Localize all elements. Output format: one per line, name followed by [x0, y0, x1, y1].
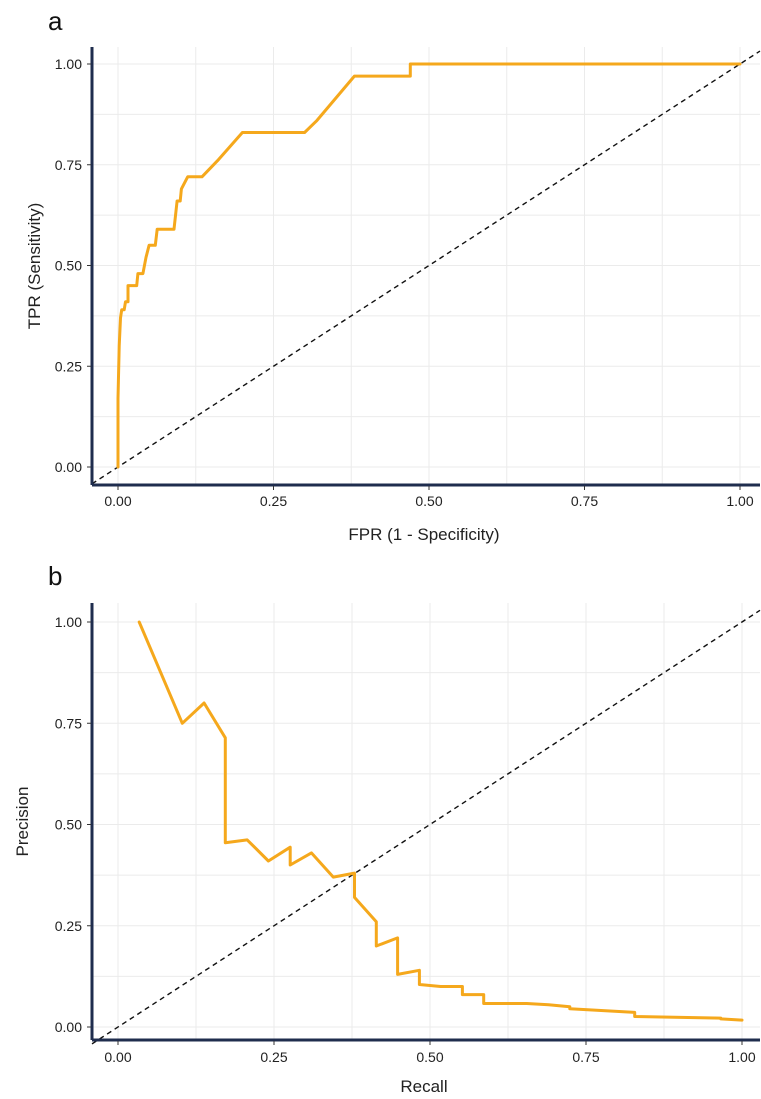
y-axis-title: Precision [13, 787, 32, 857]
x-tick-label: 0.25 [260, 1049, 287, 1065]
x-tick-label: 0.00 [104, 493, 131, 509]
y-axis-title: TPR (Sensitivity) [25, 203, 44, 330]
x-tick-label: 1.00 [728, 1049, 755, 1065]
reference-diagonal-line [91, 609, 761, 1045]
panel-label: b [48, 561, 62, 591]
y-tick-label: 0.75 [55, 157, 82, 173]
grid [92, 603, 760, 1040]
x-tick-label: 0.00 [104, 1049, 131, 1065]
x-axis-title: FPR (1 - Specificity) [348, 525, 499, 544]
panel-label: a [48, 6, 63, 36]
x-tick-label: 0.50 [415, 493, 442, 509]
roc-chart: a 0.00 0.25 0.50 0.75 1.00 0.00 0.25 0.50 0.75 1.0… [25, 6, 761, 544]
y-tick-label: 1.00 [55, 56, 82, 72]
y-tick-label: 0.00 [55, 1019, 82, 1035]
y-tick-label: 0.75 [55, 715, 82, 731]
series-line [116, 62, 742, 469]
x-axis-title: Recall [400, 1077, 447, 1096]
y-tick-label: 0.25 [55, 358, 82, 374]
y-tick-label: 0.25 [55, 918, 82, 934]
series-line [137, 620, 744, 1022]
y-tick-label: 0.50 [55, 817, 82, 833]
x-tick-label: 0.25 [260, 493, 287, 509]
x-tick-label: 0.75 [572, 1049, 599, 1065]
x-tick-label: 0.50 [416, 1049, 443, 1065]
y-tick-label: 0.50 [55, 258, 82, 274]
x-tick-label: 0.75 [571, 493, 598, 509]
y-tick-label: 0.00 [55, 459, 82, 475]
precision-recall-chart: b 0.00 0.25 0.50 0.75 1.00 0.00 0.25 0.50 0.75 1.0… [13, 561, 761, 1096]
y-tick-label: 1.00 [55, 614, 82, 630]
x-tick-label: 1.00 [726, 493, 753, 509]
reference-diagonal-line [91, 50, 761, 485]
